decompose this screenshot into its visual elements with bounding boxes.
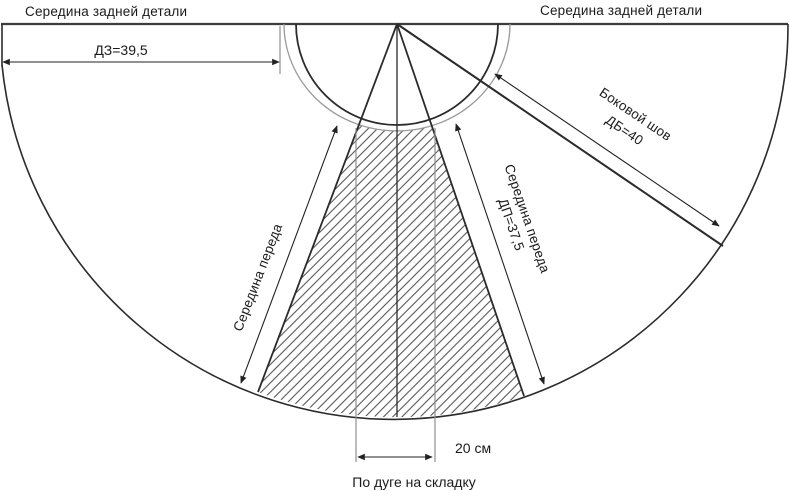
side-seam-dimension — [494, 73, 720, 227]
dz-value-label: ДЗ=39,5 — [94, 42, 148, 58]
pleat-note-label: По дуге на складку — [352, 474, 475, 490]
back-center-label-left: Середина задней детали — [25, 4, 187, 19]
back-center-label-right: Середина задней детали — [540, 3, 702, 18]
pleat-width-label: 20 см — [455, 440, 491, 456]
hem-arc — [1, 23, 789, 421]
front-center-right-dimension — [455, 123, 545, 385]
front-center-left-dimension — [240, 125, 338, 384]
